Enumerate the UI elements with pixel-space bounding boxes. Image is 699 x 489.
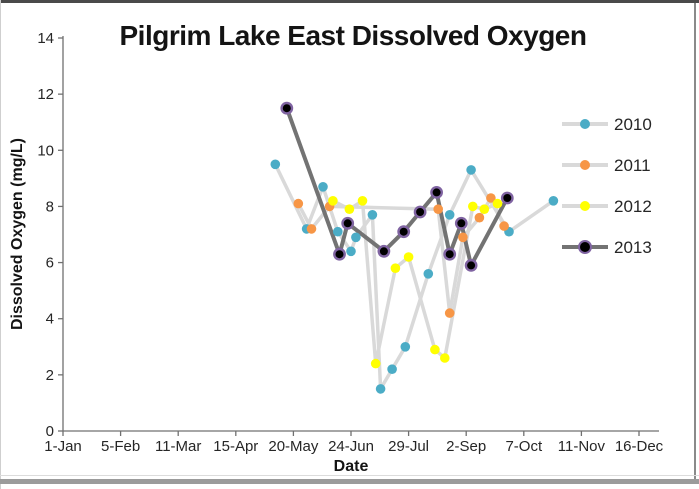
- data-point-2010: [400, 342, 411, 352]
- data-point-2013: [397, 225, 411, 239]
- y-tick-label: 10: [37, 142, 54, 159]
- y-tick-label: 2: [46, 367, 54, 384]
- window-bottom-border: [0, 479, 699, 484]
- y-tick-label: 14: [37, 30, 54, 47]
- legend-label: 2013: [614, 237, 652, 257]
- data-point-2011: [306, 224, 317, 234]
- legend-line-2010: [562, 119, 608, 129]
- legend-marker-2013-icon: [578, 240, 592, 254]
- legend-label: 2010: [614, 114, 652, 134]
- legend-marker-2010-icon: [580, 119, 590, 129]
- x-tick-label: 7-Oct: [505, 438, 543, 455]
- y-tick-label: 0: [46, 423, 54, 440]
- window-bottom-border-line: [0, 475, 699, 476]
- data-point-2011: [293, 198, 304, 209]
- data-point-2010: [367, 210, 378, 220]
- data-point-2010: [318, 182, 328, 192]
- series-line-2011: [296, 196, 506, 315]
- data-point-2011: [499, 221, 509, 231]
- legend-label: 2011: [614, 155, 651, 175]
- data-point-2012: [430, 344, 440, 355]
- data-point-2012: [492, 198, 503, 209]
- x-tick-label: 24-Jun: [328, 438, 374, 455]
- data-point-2012: [440, 353, 450, 363]
- data-point-2013: [430, 185, 443, 199]
- data-point-2013: [443, 247, 457, 261]
- data-point-2011: [458, 232, 468, 243]
- data-point-2010: [387, 364, 397, 375]
- data-point-2012: [370, 358, 381, 369]
- data-point-2013: [413, 205, 427, 219]
- data-point-2010: [548, 196, 559, 206]
- x-tick-label: 20-May: [268, 438, 319, 455]
- x-tick-label: 11-Nov: [558, 438, 606, 455]
- legend-item-2010: 2010: [562, 112, 652, 136]
- data-point-2011: [444, 308, 455, 318]
- data-point-2013: [500, 191, 514, 205]
- data-point-2012: [344, 204, 355, 214]
- window-right-border: [694, 3, 696, 479]
- y-tick-label: 8: [46, 198, 54, 215]
- x-tick-label: 5-Feb: [101, 438, 140, 455]
- x-tick-label: 2-Sep: [446, 438, 486, 455]
- data-point-2010: [270, 159, 281, 170]
- data-point-2010: [333, 226, 343, 237]
- data-point-2012: [403, 252, 414, 262]
- x-axis-title: Date: [333, 458, 369, 475]
- x-tick-label: 15-Apr: [213, 438, 258, 455]
- data-point-2013: [377, 244, 391, 258]
- data-point-2012: [357, 196, 368, 206]
- data-point-2011: [486, 193, 496, 203]
- data-point-2010: [444, 210, 455, 220]
- y-tick-label: 6: [46, 255, 54, 272]
- y-axis-title: Dissolved Oxygen (mg/L): [9, 137, 26, 331]
- x-tick-label: 16-Dec: [615, 438, 664, 455]
- x-tick-label: 11-Mar: [155, 438, 201, 455]
- y-tick-label: 12: [37, 86, 54, 103]
- data-point-2011: [474, 212, 485, 223]
- data-point-2012: [468, 201, 478, 212]
- data-point-2012: [390, 263, 401, 274]
- data-point-2013: [333, 247, 346, 261]
- legend-item-2012: 2012: [562, 194, 652, 218]
- data-point-2010: [375, 384, 386, 394]
- legend-line-2012: [562, 201, 608, 211]
- data-point-2010: [466, 165, 476, 175]
- legend: 2010 2011 2012 2013: [562, 112, 652, 259]
- chart-title: Pilgrim Lake East Dissolved Oxygen: [119, 20, 587, 51]
- x-tick-label: 1-Jan: [44, 438, 82, 455]
- data-point-2013: [464, 258, 478, 272]
- data-point-2012: [328, 196, 338, 206]
- data-point-2010: [346, 246, 356, 257]
- data-point-2010: [423, 269, 434, 279]
- legend-label: 2012: [614, 196, 652, 216]
- data-point-2013: [280, 101, 294, 115]
- y-tick-label: 4: [46, 311, 54, 328]
- legend-line-2013: [562, 240, 608, 254]
- window-top-border: [0, 0, 699, 3]
- legend-marker-2011-icon: [580, 160, 590, 170]
- window-left-border: [0, 0, 1, 489]
- data-point-2013: [454, 216, 468, 230]
- legend-item-2011: 2011: [562, 153, 652, 177]
- data-point-2013: [341, 216, 355, 230]
- legend-marker-2012-icon: [580, 201, 590, 211]
- data-point-2010: [351, 232, 361, 243]
- x-tick-label: 29-Jul: [388, 438, 429, 455]
- data-point-2012: [479, 204, 490, 214]
- legend-line-2011: [562, 160, 608, 170]
- data-point-2011: [433, 204, 444, 214]
- legend-item-2013: 2013: [562, 235, 652, 259]
